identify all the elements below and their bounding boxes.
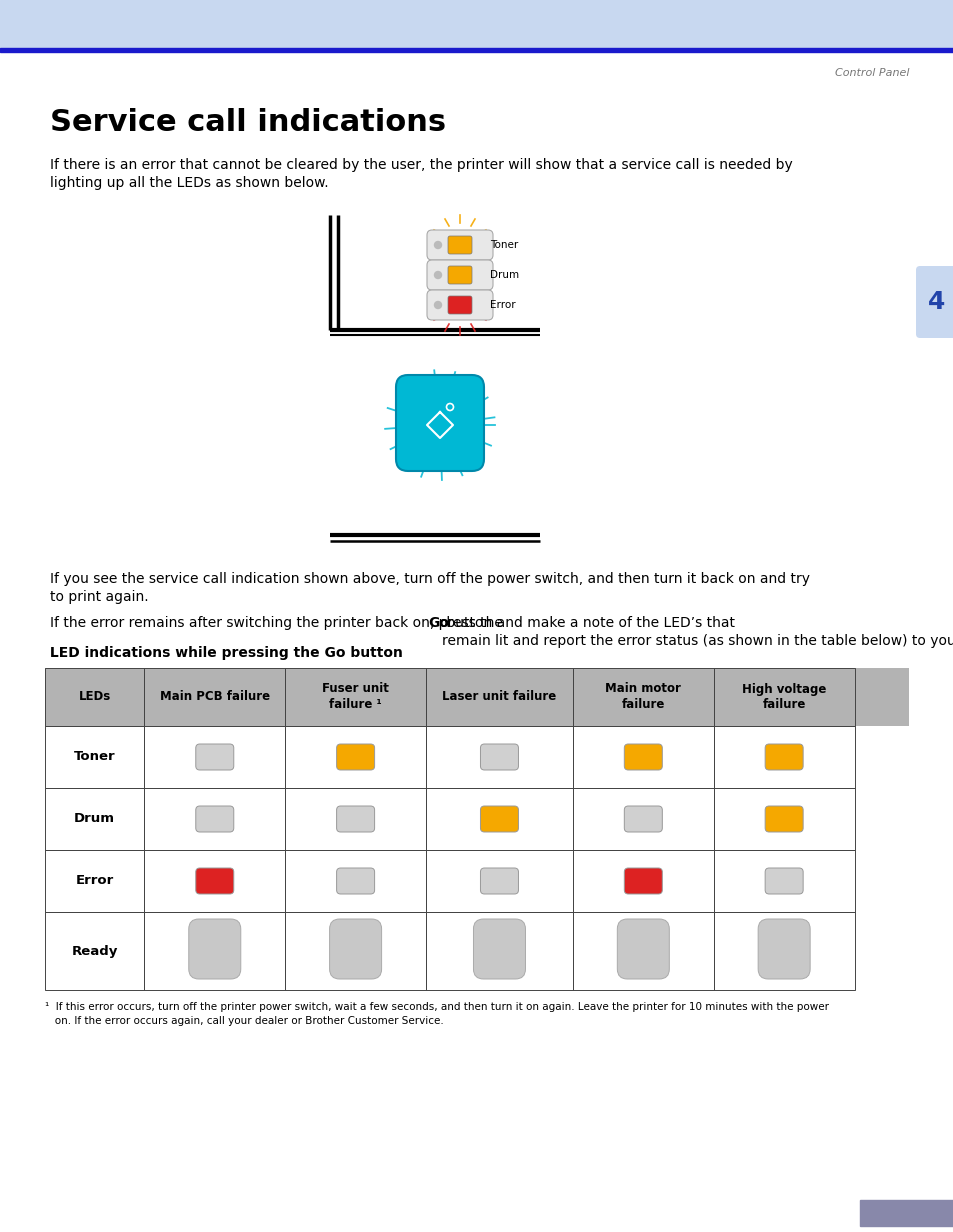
- Bar: [713, 912, 854, 991]
- Circle shape: [434, 241, 441, 249]
- Bar: [45, 850, 144, 912]
- FancyBboxPatch shape: [448, 296, 472, 314]
- FancyBboxPatch shape: [427, 260, 493, 290]
- Text: If the error remains after switching the printer back on, press the: If the error remains after switching the…: [50, 616, 507, 630]
- FancyBboxPatch shape: [623, 806, 661, 832]
- Bar: [144, 726, 285, 788]
- FancyBboxPatch shape: [336, 806, 375, 832]
- Bar: [426, 726, 573, 788]
- Bar: [45, 726, 144, 788]
- FancyBboxPatch shape: [623, 869, 661, 894]
- FancyBboxPatch shape: [764, 744, 802, 770]
- Text: Fuser unit
failure ¹: Fuser unit failure ¹: [322, 683, 389, 712]
- Bar: [285, 668, 426, 726]
- FancyBboxPatch shape: [480, 806, 517, 832]
- FancyBboxPatch shape: [758, 919, 809, 979]
- Bar: [45, 912, 144, 991]
- FancyBboxPatch shape: [480, 869, 517, 894]
- Bar: [426, 788, 573, 850]
- FancyBboxPatch shape: [623, 744, 661, 770]
- Bar: [45, 668, 144, 726]
- Text: Drum: Drum: [490, 270, 518, 280]
- Text: LEDs: LEDs: [78, 690, 111, 703]
- Bar: [285, 912, 426, 991]
- Text: Go: Go: [428, 616, 449, 630]
- FancyBboxPatch shape: [395, 375, 483, 471]
- Text: If you see the service call indication shown above, turn off the power switch, a: If you see the service call indication s…: [50, 572, 809, 605]
- FancyBboxPatch shape: [764, 869, 802, 894]
- Bar: [573, 726, 713, 788]
- FancyBboxPatch shape: [448, 266, 472, 285]
- Text: ¹  If this error occurs, turn off the printer power switch, wait a few seconds, : ¹ If this error occurs, turn off the pri…: [45, 1002, 828, 1011]
- Bar: [859, 1200, 953, 1226]
- Text: Toner: Toner: [490, 240, 517, 250]
- FancyBboxPatch shape: [473, 919, 525, 979]
- Bar: [713, 788, 854, 850]
- FancyBboxPatch shape: [195, 869, 233, 894]
- FancyBboxPatch shape: [336, 744, 375, 770]
- Bar: [426, 850, 573, 912]
- FancyBboxPatch shape: [195, 806, 233, 832]
- Text: Service call indications: Service call indications: [50, 108, 446, 137]
- Text: Error: Error: [75, 875, 113, 887]
- Bar: [144, 788, 285, 850]
- Bar: [285, 850, 426, 912]
- FancyBboxPatch shape: [336, 869, 375, 894]
- Text: Ready: Ready: [71, 945, 118, 957]
- Text: LED indications while pressing the Go button: LED indications while pressing the Go bu…: [45, 646, 402, 660]
- Bar: [573, 912, 713, 991]
- FancyBboxPatch shape: [330, 919, 381, 979]
- Text: 4: 4: [927, 290, 944, 314]
- Bar: [713, 668, 854, 726]
- Text: Main PCB failure: Main PCB failure: [159, 690, 270, 703]
- Bar: [144, 912, 285, 991]
- FancyBboxPatch shape: [617, 919, 669, 979]
- FancyBboxPatch shape: [427, 230, 493, 260]
- Bar: [573, 788, 713, 850]
- Bar: [0, 48, 953, 52]
- Bar: [285, 788, 426, 850]
- FancyBboxPatch shape: [480, 744, 517, 770]
- FancyBboxPatch shape: [764, 806, 802, 832]
- Bar: [45, 788, 144, 850]
- Bar: [144, 668, 285, 726]
- FancyBboxPatch shape: [448, 237, 472, 254]
- Circle shape: [434, 302, 441, 308]
- Bar: [45, 668, 908, 726]
- Bar: [0, 0, 953, 48]
- Bar: [713, 726, 854, 788]
- Text: Error: Error: [490, 301, 515, 310]
- Bar: [285, 726, 426, 788]
- Bar: [573, 850, 713, 912]
- FancyBboxPatch shape: [189, 919, 240, 979]
- Text: High voltage
failure: High voltage failure: [741, 683, 825, 712]
- Text: on. If the error occurs again, call your dealer or Brother Customer Service.: on. If the error occurs again, call your…: [45, 1016, 443, 1026]
- Bar: [573, 668, 713, 726]
- Text: Drum: Drum: [74, 812, 115, 825]
- Text: Main motor
failure: Main motor failure: [605, 683, 680, 712]
- Bar: [426, 668, 573, 726]
- FancyBboxPatch shape: [195, 744, 233, 770]
- Circle shape: [434, 271, 441, 278]
- Text: Control Panel: Control Panel: [835, 68, 909, 78]
- Text: If there is an error that cannot be cleared by the user, the printer will show t: If there is an error that cannot be clea…: [50, 158, 792, 191]
- FancyBboxPatch shape: [915, 266, 953, 338]
- Text: Laser unit failure: Laser unit failure: [442, 690, 556, 703]
- Text: Toner: Toner: [73, 750, 115, 764]
- Bar: [426, 912, 573, 991]
- FancyBboxPatch shape: [427, 290, 493, 320]
- Bar: [144, 850, 285, 912]
- Bar: [713, 850, 854, 912]
- Text: 53: 53: [896, 1205, 917, 1221]
- Text: button and make a note of the LED’s that
remain lit and report the error status : button and make a note of the LED’s that…: [441, 616, 953, 648]
